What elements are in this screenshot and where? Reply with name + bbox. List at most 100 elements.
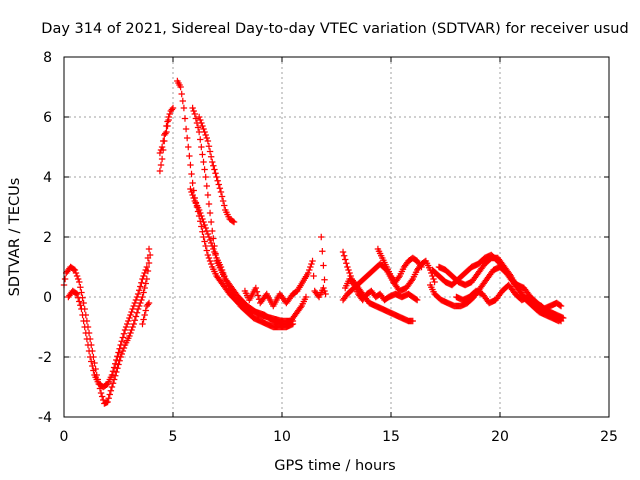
data-point-interp (181, 115, 189, 122)
data-point-interp (159, 137, 167, 145)
data-point-interp (119, 334, 127, 341)
data-point-interp (253, 288, 261, 295)
data-point-interp (207, 153, 215, 160)
data-point-interp (70, 266, 78, 273)
data-point-interp (85, 347, 93, 355)
data-point (86, 353, 94, 361)
data-point-interp (144, 254, 152, 262)
data-point (200, 125, 207, 133)
x-tick-label: 5 (169, 429, 178, 445)
data-point-interp (109, 380, 117, 387)
data-point-interp (203, 247, 210, 254)
data-point-interp (131, 299, 139, 307)
data-point-interp (183, 134, 191, 142)
data-point-interp (192, 115, 200, 122)
data-point-interp (137, 283, 144, 290)
data-point (108, 371, 116, 379)
data-point-interp (221, 202, 228, 209)
data-point-interp (342, 256, 349, 263)
data-point-interp (198, 119, 205, 127)
y-tick-label: -2 (38, 350, 52, 366)
data-point-interp (114, 365, 121, 372)
data-point-interp (340, 252, 348, 259)
data-point (104, 398, 111, 406)
data-point (187, 161, 194, 169)
data-point-interp (210, 162, 217, 169)
data-point-interp (138, 296, 145, 304)
data-point-interp (202, 224, 209, 232)
data-point (97, 389, 105, 397)
data-point-interp (212, 170, 219, 177)
data-point-interp (122, 323, 130, 331)
data-point-interp (129, 323, 136, 331)
data-point (195, 128, 203, 136)
data-point-interp (205, 233, 213, 241)
data-point-interp (556, 302, 564, 309)
data-points (60, 77, 567, 407)
data-point-interp (88, 358, 95, 365)
data-point-interp (81, 323, 88, 331)
data-point (71, 266, 79, 274)
data-point (200, 233, 207, 241)
data-point-interp (229, 218, 237, 225)
data-point-interp (206, 257, 214, 265)
ticks: 0 5 10 15 20 25 -4 -2 0 2 4 6 8 (38, 50, 618, 445)
data-point-interp (214, 177, 221, 184)
data-point-interp (197, 116, 204, 124)
data-point (339, 248, 347, 256)
data-point-interp (345, 266, 352, 274)
data-point-interp (320, 262, 327, 269)
data-point-interp (349, 280, 357, 287)
data-point (187, 185, 194, 193)
data-point-interp (119, 347, 127, 355)
data-point-interp (131, 317, 139, 324)
data-point-interp (144, 301, 152, 308)
data-point (206, 209, 214, 217)
data-point-interp (157, 146, 165, 154)
data-point (204, 137, 212, 145)
data-point (344, 263, 351, 271)
data-point-interp (136, 287, 143, 294)
data-point-interp (78, 289, 85, 296)
data-point-interp (201, 166, 208, 173)
data-point (158, 155, 166, 163)
data-point (198, 143, 205, 151)
y-tick-label: 2 (43, 230, 52, 246)
data-point-interp (138, 279, 145, 286)
x-tick-label: 15 (382, 429, 400, 445)
data-point (134, 290, 142, 298)
data-point (165, 116, 172, 124)
y-tick-label: 6 (43, 110, 52, 126)
data-point-interp (142, 280, 149, 287)
data-point-interp (207, 218, 215, 226)
x-tick-label: 20 (491, 429, 509, 445)
data-point (76, 278, 83, 286)
data-point (117, 341, 124, 349)
data-point (252, 284, 260, 292)
data-point-interp (72, 290, 80, 297)
data-point (217, 188, 225, 196)
data-point-interp (140, 272, 147, 280)
data-point-interp (142, 266, 149, 274)
data-point-interp (207, 239, 215, 247)
data-point-interp (115, 349, 122, 356)
data-point-interp (212, 251, 219, 259)
data-point (177, 83, 184, 91)
data-point-interp (211, 248, 218, 256)
data-point-interp (132, 296, 140, 304)
data-point-interp (199, 228, 206, 235)
data-point-interp (306, 266, 313, 274)
data-point-interp (205, 200, 213, 208)
data-point-interp (201, 238, 208, 245)
data-point-interp (133, 293, 141, 301)
data-point-interp (556, 316, 564, 324)
x-tick-label: 10 (273, 429, 291, 445)
data-point (309, 257, 316, 265)
data-point (156, 167, 164, 175)
data-point (557, 302, 565, 310)
data-point (304, 269, 312, 277)
data-point-interp (74, 275, 82, 283)
data-point-interp (90, 367, 97, 374)
data-point-interp (210, 235, 217, 242)
data-point (126, 332, 133, 340)
